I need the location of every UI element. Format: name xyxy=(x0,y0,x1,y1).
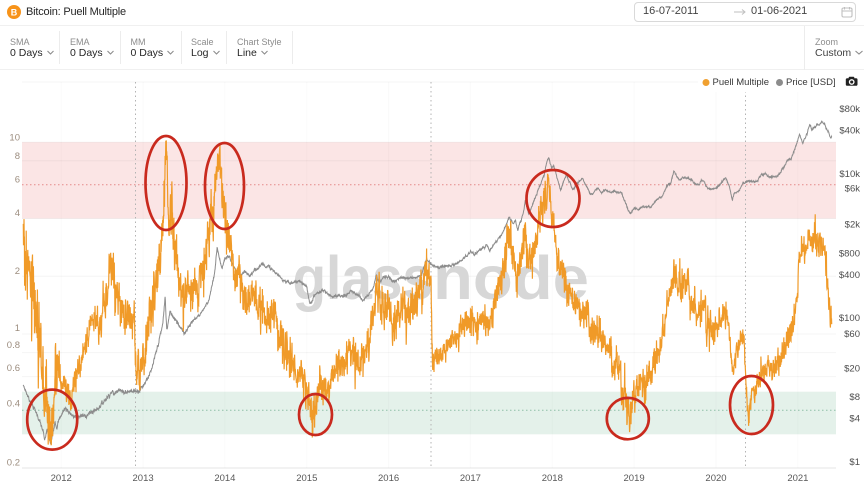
svg-text:10: 10 xyxy=(9,133,20,144)
svg-text:Puell Multiple: Puell Multiple xyxy=(713,77,770,88)
svg-text:2014: 2014 xyxy=(214,473,235,484)
svg-text:8: 8 xyxy=(15,151,20,162)
svg-text:$60: $60 xyxy=(844,329,860,340)
svg-text:$1: $1 xyxy=(849,457,860,468)
svg-text:2021: 2021 xyxy=(787,473,808,484)
svg-text:6: 6 xyxy=(15,175,20,186)
svg-text:$8: $8 xyxy=(849,392,860,403)
svg-text:$10k: $10k xyxy=(839,169,860,180)
svg-text:$800: $800 xyxy=(839,248,860,259)
svg-text:Price [USD]: Price [USD] xyxy=(786,77,836,88)
svg-text:B: B xyxy=(11,7,18,17)
svg-text:0.4: 0.4 xyxy=(7,399,20,410)
svg-text:$4: $4 xyxy=(849,414,860,425)
svg-text:1: 1 xyxy=(15,323,20,334)
svg-text:4: 4 xyxy=(15,208,20,219)
svg-text:2013: 2013 xyxy=(133,473,154,484)
svg-text:2017: 2017 xyxy=(460,473,481,484)
svg-text:$80k: $80k xyxy=(839,104,860,115)
svg-text:$2k: $2k xyxy=(845,219,861,230)
svg-text:$6k: $6k xyxy=(845,184,861,195)
svg-text:$100: $100 xyxy=(839,313,860,324)
svg-text:2019: 2019 xyxy=(624,473,645,484)
svg-text:2018: 2018 xyxy=(542,473,563,484)
svg-text:$20: $20 xyxy=(844,363,860,374)
svg-text:2015: 2015 xyxy=(296,473,317,484)
svg-text:2020: 2020 xyxy=(705,473,726,484)
svg-text:2: 2 xyxy=(15,266,20,277)
svg-text:2012: 2012 xyxy=(51,473,72,484)
svg-text:2016: 2016 xyxy=(378,473,399,484)
svg-text:0.2: 0.2 xyxy=(7,458,20,469)
svg-text:0.6: 0.6 xyxy=(7,363,20,374)
svg-text:$400: $400 xyxy=(839,270,860,281)
svg-text:$40k: $40k xyxy=(839,126,860,137)
svg-text:0.8: 0.8 xyxy=(7,340,20,351)
